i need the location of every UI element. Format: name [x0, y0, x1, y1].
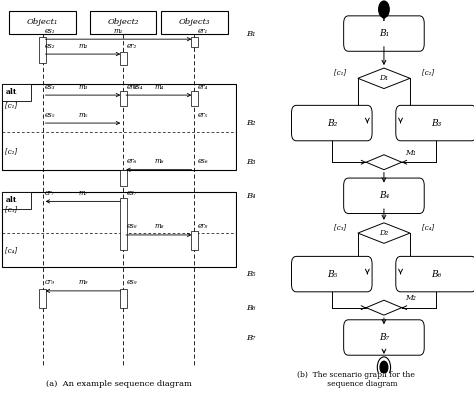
- Text: B₃: B₃: [431, 119, 441, 128]
- Text: Object₂: Object₂: [108, 18, 139, 26]
- Text: m₉: m₉: [78, 278, 88, 286]
- Text: [c₄]: [c₄]: [5, 246, 17, 254]
- Bar: [2, 192, 31, 209]
- FancyBboxPatch shape: [344, 16, 424, 51]
- Bar: [191, 91, 198, 106]
- Bar: [2, 84, 236, 170]
- FancyBboxPatch shape: [292, 105, 372, 141]
- Text: er₈: er₈: [198, 223, 208, 231]
- Text: B₅: B₅: [327, 269, 337, 279]
- Text: es₄: es₄: [133, 83, 143, 91]
- Text: m₅: m₅: [78, 111, 88, 119]
- Text: er₃: er₃: [127, 83, 137, 91]
- Text: m₃: m₃: [78, 83, 88, 91]
- Text: m₄: m₄: [154, 83, 164, 91]
- Text: D₁: D₁: [379, 74, 389, 82]
- Text: es₆: es₆: [198, 157, 209, 165]
- Text: B₇: B₇: [379, 333, 389, 342]
- Text: [c₂]: [c₂]: [422, 69, 434, 77]
- Bar: [2, 84, 31, 101]
- Text: cr₇: cr₇: [45, 189, 55, 197]
- Text: er₆: er₆: [127, 157, 137, 165]
- Text: B₁: B₁: [246, 30, 256, 38]
- Polygon shape: [366, 155, 401, 170]
- Text: B₃: B₃: [246, 158, 256, 166]
- Bar: [119, 289, 127, 308]
- Polygon shape: [358, 68, 410, 89]
- Text: er₄: er₄: [198, 83, 208, 91]
- Text: B₆: B₆: [431, 269, 441, 279]
- Text: B₁: B₁: [379, 29, 389, 38]
- Text: B₄: B₄: [246, 192, 256, 200]
- FancyBboxPatch shape: [292, 256, 372, 292]
- Text: Object₁: Object₁: [27, 18, 58, 26]
- Text: (a)  An example sequence diagram: (a) An example sequence diagram: [46, 380, 191, 388]
- FancyBboxPatch shape: [161, 11, 228, 34]
- Circle shape: [380, 361, 388, 373]
- Text: m₈: m₈: [154, 223, 164, 231]
- Text: es₉: es₉: [127, 278, 137, 286]
- FancyBboxPatch shape: [9, 11, 76, 34]
- Text: es₇: es₇: [127, 189, 137, 197]
- FancyBboxPatch shape: [90, 11, 156, 34]
- Polygon shape: [366, 300, 401, 315]
- Text: B₅: B₅: [246, 270, 256, 278]
- Text: B₂: B₂: [246, 119, 256, 127]
- Bar: [119, 170, 127, 186]
- Text: es₅: es₅: [45, 111, 55, 119]
- Text: alt: alt: [5, 88, 17, 96]
- Text: D₂: D₂: [379, 229, 389, 237]
- Text: M₂: M₂: [405, 294, 416, 302]
- Bar: [119, 198, 127, 250]
- Bar: [191, 37, 198, 47]
- Text: es₁: es₁: [45, 27, 55, 34]
- Text: Object₃: Object₃: [179, 18, 210, 26]
- Text: [c₂]: [c₂]: [5, 147, 17, 155]
- Bar: [191, 231, 198, 250]
- Bar: [119, 91, 127, 106]
- Text: [c₁]: [c₁]: [5, 101, 17, 109]
- Text: alt: alt: [5, 196, 17, 204]
- Text: er₁: er₁: [198, 27, 208, 34]
- Text: [c₃]: [c₃]: [5, 205, 17, 213]
- Text: es₂: es₂: [45, 42, 55, 50]
- Circle shape: [379, 1, 389, 18]
- Text: [c₁]: [c₁]: [334, 69, 346, 77]
- Text: (b)  The scenario graph for the
      sequence diagram: (b) The scenario graph for the sequence …: [297, 371, 414, 388]
- Text: es₃: es₃: [45, 83, 55, 91]
- Text: er₂: er₂: [127, 42, 137, 50]
- Text: m₇: m₇: [78, 189, 88, 197]
- Text: B₇: B₇: [246, 334, 256, 342]
- Text: B₄: B₄: [379, 191, 389, 200]
- Text: m₂: m₂: [78, 42, 88, 50]
- Circle shape: [377, 357, 391, 378]
- Text: m₁: m₁: [114, 27, 123, 34]
- Polygon shape: [358, 223, 410, 243]
- Text: m₆: m₆: [154, 157, 164, 165]
- Bar: [39, 37, 46, 63]
- FancyBboxPatch shape: [396, 256, 474, 292]
- Text: B₆: B₆: [246, 304, 256, 312]
- Text: B₂: B₂: [327, 119, 337, 128]
- Text: es₈: es₈: [127, 223, 137, 231]
- FancyBboxPatch shape: [344, 178, 424, 213]
- FancyBboxPatch shape: [396, 105, 474, 141]
- Text: [c₃]: [c₃]: [334, 223, 346, 231]
- FancyBboxPatch shape: [344, 320, 424, 355]
- Text: M₁: M₁: [405, 149, 416, 157]
- Bar: [2, 192, 236, 267]
- Text: [c₄]: [c₄]: [422, 223, 434, 231]
- Text: cr₉: cr₉: [45, 278, 55, 286]
- Bar: [39, 289, 46, 308]
- Text: er₅: er₅: [198, 111, 208, 119]
- Bar: [119, 52, 127, 65]
